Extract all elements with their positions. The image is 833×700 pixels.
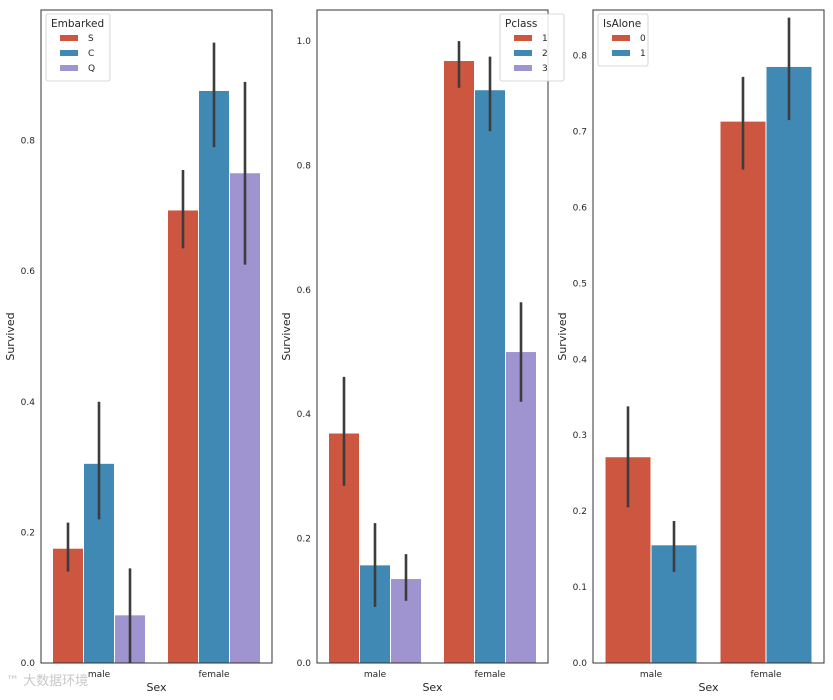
x-tick-label-female: female: [198, 670, 229, 680]
bar-female-0: [720, 121, 766, 664]
y-tick-label: 0.6: [573, 203, 588, 213]
y-tick-label: 0.4: [573, 355, 588, 365]
bar-female-1: [766, 66, 812, 663]
legend-label-1: 1: [542, 34, 548, 44]
legend-label-C: C: [88, 49, 94, 59]
legend-label-0: 0: [640, 34, 646, 44]
y-tick-label: 0.2: [297, 535, 311, 545]
y-tick-label: 0.2: [21, 528, 35, 538]
y-tick-label: 0.6: [297, 286, 312, 296]
y-tick-label: 0.0: [573, 659, 588, 669]
chart-panel-3: 0.0 0.1 0.2 0.3 0.4 0.5 0.6 0.7 0.8 male female Sex…: [556, 9, 825, 694]
y-tick-label: 0.4: [21, 398, 36, 408]
axes-frame: [592, 9, 825, 664]
bar-female-S: [168, 210, 198, 663]
legend-title: Pclass: [505, 18, 537, 30]
legend: IsAlone 0 1: [597, 13, 649, 67]
x-tick-label-male: male: [640, 670, 663, 680]
y-tick-label: 0.8: [21, 137, 36, 147]
y-axis-label: Survived: [556, 312, 569, 360]
legend-label-2: 2: [542, 49, 548, 59]
chart-panel-2: 0.0 0.2 0.4 0.6 0.8 1.0 male female Sex Survived P…: [280, 9, 565, 694]
axes-frame: [316, 9, 549, 664]
y-tick-label: 0.5: [573, 279, 587, 289]
y-tick-label: 0.0: [21, 659, 36, 669]
legend-label-Q: Q: [88, 64, 95, 74]
legend-swatch-1: [514, 35, 532, 41]
y-tick-label: 0.3: [573, 431, 587, 441]
x-tick-label-male: male: [364, 670, 387, 680]
legend-box: [499, 13, 565, 82]
legend-label-3: 3: [542, 64, 548, 74]
y-axis-label: Survived: [280, 312, 293, 360]
bar-female-2: [475, 90, 505, 664]
y-tick-label: 0.8: [297, 161, 312, 171]
bar-female-3: [506, 352, 536, 663]
axes-frame: [40, 9, 273, 664]
legend-label-1: 1: [640, 49, 646, 59]
y-tick-label: 1.0: [297, 37, 312, 47]
legend-label-S: S: [88, 34, 94, 44]
y-tick-label: 0.2: [573, 507, 587, 517]
watermark-text: ™ 大数据环境: [6, 674, 89, 689]
y-axis-label: Survived: [4, 312, 17, 360]
legend: Embarked SCQ: [45, 13, 111, 82]
bar-female-C: [199, 90, 229, 664]
y-tick-label: 0.8: [573, 52, 588, 62]
x-axis-label: Sex: [698, 681, 719, 694]
chart-panel-1: 0.0 0.2 0.4 0.6 0.8 male female Sex Survived Emba…: [4, 9, 273, 694]
legend-swatch-Q: [60, 65, 78, 71]
bar-female-1: [444, 60, 474, 663]
legend-swatch-C: [60, 50, 78, 56]
x-tick-label-female: female: [474, 670, 505, 680]
x-axis-label: Sex: [146, 681, 167, 694]
y-tick-label: 0.7: [573, 127, 587, 137]
legend-swatch-3: [514, 65, 532, 71]
legend-swatch-1: [612, 50, 630, 56]
legend-box: [45, 13, 111, 82]
legend-swatch-0: [612, 35, 630, 41]
y-tick-label: 0.6: [21, 267, 36, 277]
legend-title: IsAlone: [603, 18, 641, 30]
legend: Pclass 1 2 3: [499, 13, 565, 82]
y-tick-label: 0.0: [297, 659, 312, 669]
legend-swatch-2: [514, 50, 532, 56]
x-tick-label-male: male: [88, 670, 111, 680]
legend-title: Embarked: [51, 18, 104, 30]
x-tick-label-female: female: [750, 670, 781, 680]
y-tick-label: 0.4: [297, 410, 312, 420]
y-tick-label: 0.1: [573, 583, 587, 593]
x-axis-label: Sex: [422, 681, 443, 694]
legend-swatch-S: [60, 35, 78, 41]
